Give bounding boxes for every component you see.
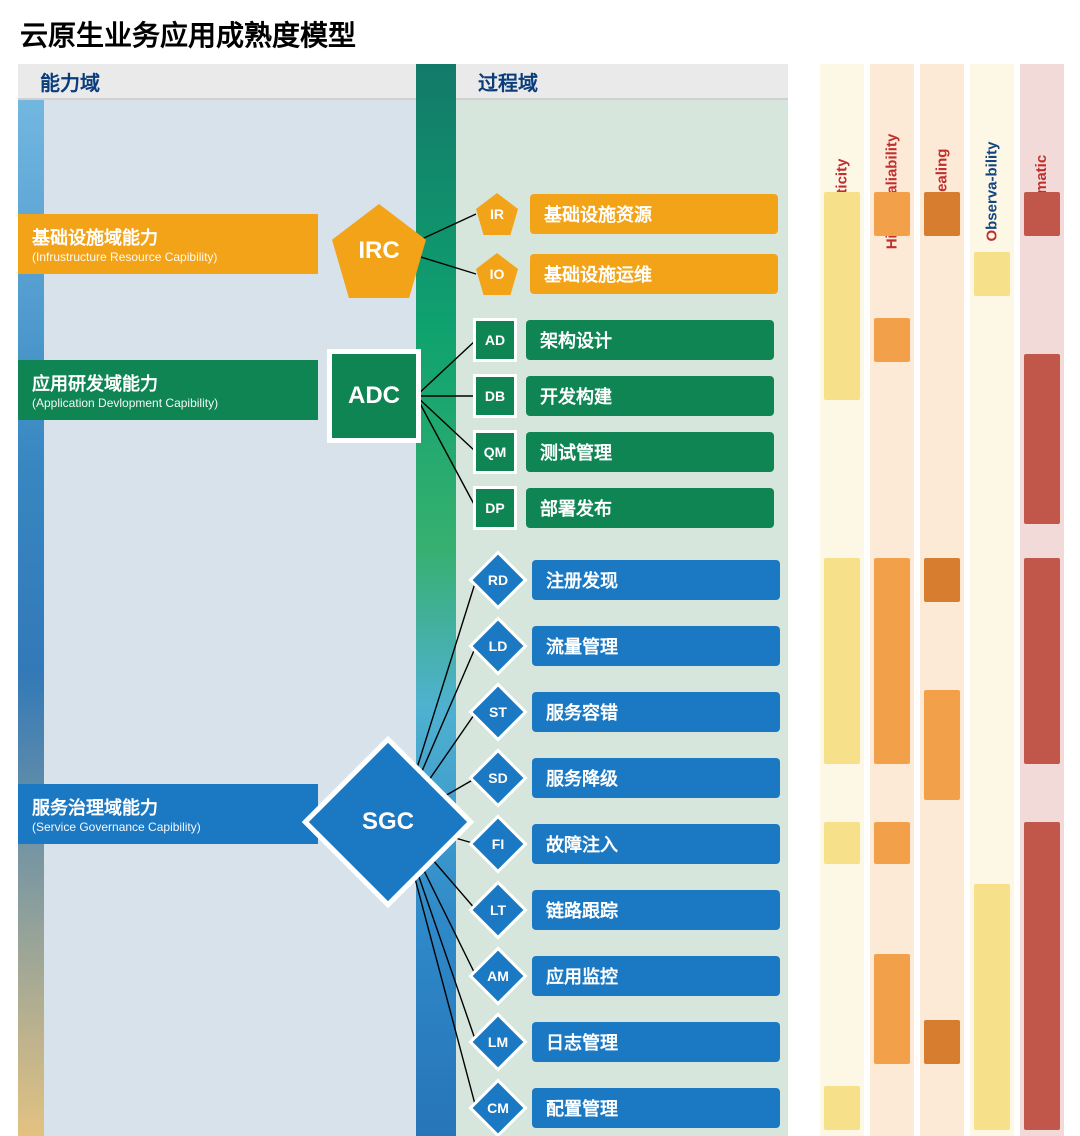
- capability-header: 能力域: [18, 64, 416, 100]
- process-bar: 服务降级: [532, 758, 780, 798]
- process-bar: 流量管理: [532, 626, 780, 666]
- matrix: ElasticityHigh AvaliabilitySelf HealingO…: [820, 64, 1064, 1136]
- process-tag: DB: [476, 377, 514, 415]
- process-row: LM 日志管理: [476, 1020, 780, 1064]
- process-row: LT 链路跟踪: [476, 888, 780, 932]
- process-row: CM 配置管理: [476, 1086, 780, 1130]
- diagram-stage: 能力域 过程域 ElasticityHigh AvaliabilitySelf …: [0, 64, 1080, 1136]
- process-bar: 服务容错: [532, 692, 780, 732]
- process-tag: LD: [476, 624, 520, 668]
- process-tag: FI: [476, 822, 520, 866]
- capability-en: (Service Governance Capibility): [32, 820, 304, 834]
- process-header: 过程域: [456, 64, 788, 100]
- capability-zh: 服务治理域能力: [32, 794, 304, 820]
- process-row: FI 故障注入: [476, 822, 780, 866]
- process-tag: ST: [476, 690, 520, 734]
- process-bar: 链路跟踪: [532, 890, 780, 930]
- matrix-cell: [974, 884, 1010, 1130]
- process-row: QM 测试管理: [476, 430, 774, 474]
- process-tag: RD: [476, 558, 520, 602]
- matrix-cell: [924, 690, 960, 800]
- matrix-col: Observa-bility: [970, 64, 1014, 1136]
- capability-zh: 基础设施域能力: [32, 224, 304, 250]
- capability-hub-sgc: SGC: [332, 766, 444, 878]
- matrix-col-label: Elasticity: [820, 70, 864, 200]
- process-bar: 基础设施运维: [530, 254, 778, 294]
- process-row: IO 基础设施运维: [476, 252, 778, 296]
- process-row: SD 服务降级: [476, 756, 780, 800]
- matrix-col: Elasticity: [820, 64, 864, 1136]
- process-row: DB 开发构建: [476, 374, 774, 418]
- matrix-cell: [874, 822, 910, 864]
- matrix-col-label: High Avaliability: [870, 70, 914, 200]
- process-bar: 部署发布: [526, 488, 774, 528]
- matrix-cell: [824, 1086, 860, 1130]
- capability-label: 服务治理域能力(Service Governance Capibility): [18, 784, 318, 844]
- matrix-col-label: Automatic: [1020, 70, 1064, 200]
- matrix-cell: [1024, 558, 1060, 764]
- matrix-col-label: Observa-bility: [970, 70, 1014, 200]
- process-tag: DP: [476, 489, 514, 527]
- process-bar: 日志管理: [532, 1022, 780, 1062]
- matrix-cell: [924, 558, 960, 602]
- matrix-col: High Avaliability: [870, 64, 914, 1136]
- process-row: RD 注册发现: [476, 558, 780, 602]
- process-tag: CM: [476, 1086, 520, 1130]
- matrix-cell: [1024, 192, 1060, 236]
- process-bar: 配置管理: [532, 1088, 780, 1128]
- process-tag: IR: [476, 193, 518, 235]
- matrix-cell: [874, 558, 910, 764]
- process-bar: 开发构建: [526, 376, 774, 416]
- process-tag: QM: [476, 433, 514, 471]
- process-tag: LT: [476, 888, 520, 932]
- capability-label: 基础设施域能力(Infrustructure Resource Capibili…: [18, 214, 318, 274]
- matrix-cell: [924, 1020, 960, 1064]
- process-row: IR 基础设施资源: [476, 192, 778, 236]
- process-bar: 测试管理: [526, 432, 774, 472]
- capability-hub-adc: ADC: [332, 354, 416, 438]
- matrix-cell: [824, 558, 860, 764]
- process-tag: SD: [476, 756, 520, 800]
- matrix-cell: [824, 192, 860, 400]
- process-bar: 注册发现: [532, 560, 780, 600]
- page-title: 云原生业务应用成熟度模型: [0, 0, 1080, 64]
- process-row: AD 架构设计: [476, 318, 774, 362]
- capability-zh: 应用研发域能力: [32, 370, 304, 396]
- matrix-cell: [1024, 354, 1060, 524]
- matrix-cell: [874, 954, 910, 1064]
- process-tag: LM: [476, 1020, 520, 1064]
- capability-hub-irc: IRC: [332, 204, 426, 298]
- matrix-col: Automatic: [1020, 64, 1064, 1136]
- matrix-cell: [874, 318, 910, 362]
- matrix-cell: [824, 822, 860, 864]
- capability-en: (Application Devlopment Capibility): [32, 396, 304, 410]
- process-row: DP 部署发布: [476, 486, 774, 530]
- matrix-cell: [924, 192, 960, 236]
- process-tag: AD: [476, 321, 514, 359]
- process-tag: AM: [476, 954, 520, 998]
- capability-label: 应用研发域能力(Application Devlopment Capibilit…: [18, 360, 318, 420]
- process-bar: 故障注入: [532, 824, 780, 864]
- matrix-col-label: Self Healing: [920, 70, 964, 200]
- process-bar: 应用监控: [532, 956, 780, 996]
- process-tag: IO: [476, 253, 518, 295]
- matrix-cell: [874, 192, 910, 236]
- capability-en: (Infrustructure Resource Capibility): [32, 250, 304, 264]
- process-row: LD 流量管理: [476, 624, 780, 668]
- process-bar: 基础设施资源: [530, 194, 778, 234]
- matrix-cell: [1024, 822, 1060, 1130]
- process-row: AM 应用监控: [476, 954, 780, 998]
- matrix-cell: [974, 252, 1010, 296]
- matrix-col: Self Healing: [920, 64, 964, 1136]
- process-bar: 架构设计: [526, 320, 774, 360]
- process-row: ST 服务容错: [476, 690, 780, 734]
